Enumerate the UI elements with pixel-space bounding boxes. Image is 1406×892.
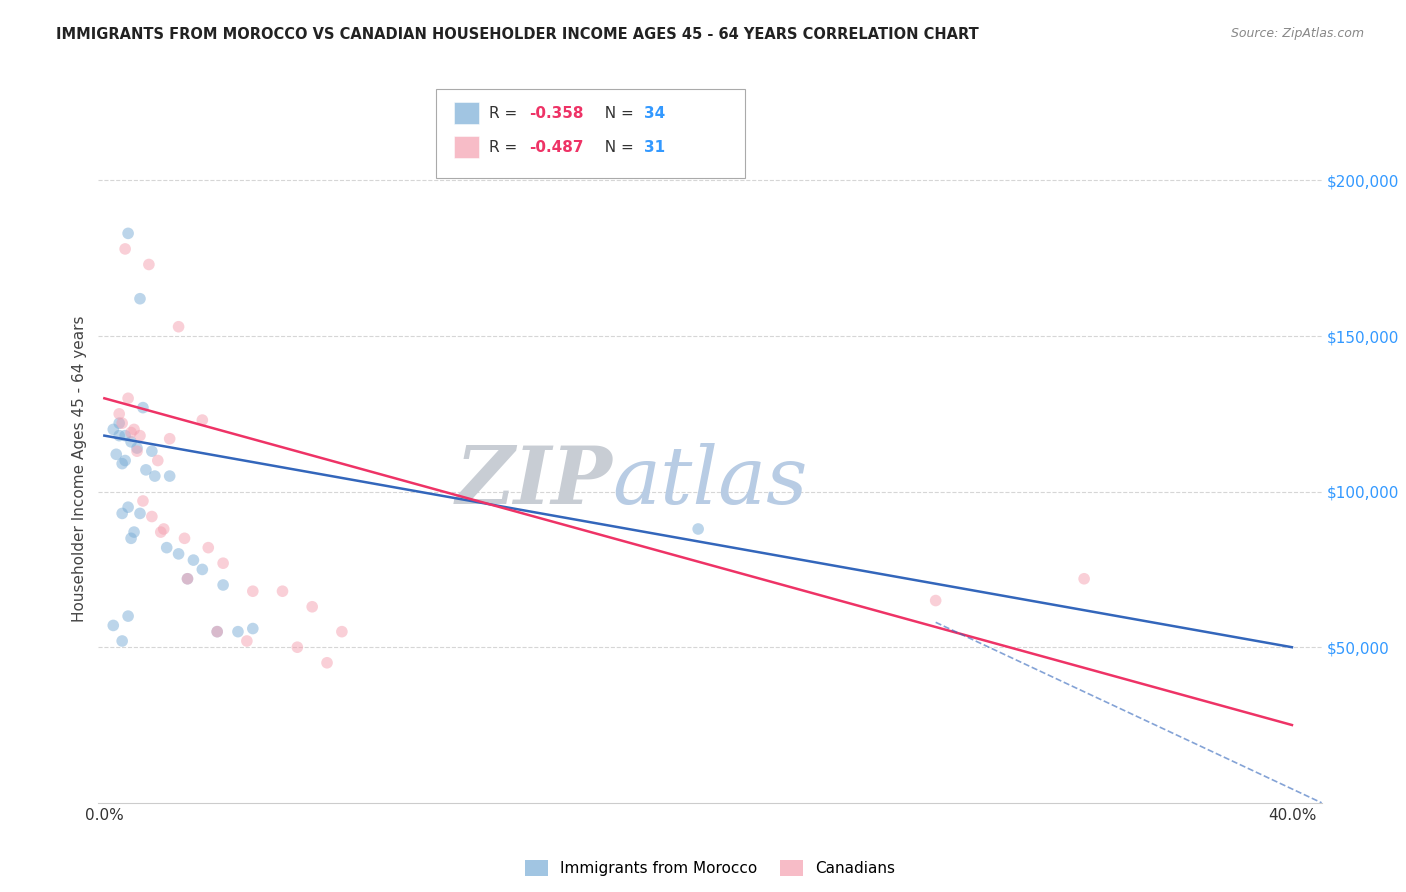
Point — [301, 599, 323, 614]
Legend: Immigrants from Morocco, Canadians: Immigrants from Morocco, Canadians — [519, 854, 901, 882]
Point — [117, 609, 139, 624]
Text: -0.487: -0.487 — [529, 140, 583, 154]
Point — [173, 531, 195, 545]
Point — [226, 624, 249, 639]
Point — [114, 453, 136, 467]
Point — [167, 319, 190, 334]
Point — [242, 584, 264, 599]
Point — [197, 541, 219, 555]
Point — [143, 469, 166, 483]
Point — [120, 434, 142, 449]
Point — [111, 416, 134, 430]
Point — [152, 522, 174, 536]
Text: Source: ZipAtlas.com: Source: ZipAtlas.com — [1230, 27, 1364, 40]
Point — [156, 541, 179, 555]
Point — [316, 656, 339, 670]
Point — [149, 525, 172, 540]
Point — [125, 441, 148, 455]
Point — [117, 500, 139, 515]
Point — [125, 444, 148, 458]
Point — [191, 413, 214, 427]
Point — [330, 624, 353, 639]
Point — [271, 584, 294, 599]
Point — [129, 292, 152, 306]
Point — [108, 428, 131, 442]
Point — [103, 422, 125, 436]
Text: R =: R = — [489, 106, 523, 120]
Point — [114, 428, 136, 442]
Point — [117, 392, 139, 406]
Point — [135, 463, 157, 477]
Point — [120, 531, 142, 545]
Point — [122, 422, 145, 436]
Point — [129, 507, 152, 521]
Point — [212, 556, 235, 570]
Point — [159, 469, 181, 483]
Point — [117, 227, 139, 241]
Point — [132, 401, 155, 415]
Point — [183, 553, 205, 567]
Point — [285, 640, 308, 655]
Point — [167, 547, 190, 561]
Y-axis label: Householder Income Ages 45 - 64 years: Householder Income Ages 45 - 64 years — [72, 315, 87, 622]
Point — [138, 258, 160, 272]
Point — [108, 416, 131, 430]
Point — [688, 522, 710, 536]
Text: -0.358: -0.358 — [529, 106, 583, 120]
Point — [141, 444, 163, 458]
Point — [120, 425, 142, 440]
Point — [122, 525, 145, 540]
Text: N =: N = — [595, 140, 638, 154]
Text: 31: 31 — [644, 140, 665, 154]
Point — [111, 634, 134, 648]
Point — [176, 572, 198, 586]
Point — [132, 494, 155, 508]
Point — [111, 507, 134, 521]
Point — [205, 624, 228, 639]
Point — [176, 572, 198, 586]
Text: ZIP: ZIP — [456, 443, 612, 520]
Point — [212, 578, 235, 592]
Point — [1073, 572, 1095, 586]
Point — [103, 618, 125, 632]
Point — [924, 593, 946, 607]
Point — [114, 242, 136, 256]
Text: atlas: atlas — [612, 443, 807, 520]
Point — [242, 622, 264, 636]
Point — [146, 453, 169, 467]
Point — [129, 428, 152, 442]
Point — [191, 562, 214, 576]
Text: IMMIGRANTS FROM MOROCCO VS CANADIAN HOUSEHOLDER INCOME AGES 45 - 64 YEARS CORREL: IMMIGRANTS FROM MOROCCO VS CANADIAN HOUS… — [56, 27, 979, 42]
Point — [141, 509, 163, 524]
Point — [205, 624, 228, 639]
Text: 34: 34 — [644, 106, 665, 120]
Point — [236, 634, 259, 648]
Text: N =: N = — [595, 106, 638, 120]
Point — [159, 432, 181, 446]
Point — [108, 407, 131, 421]
Point — [111, 457, 134, 471]
Text: R =: R = — [489, 140, 523, 154]
Point — [105, 447, 128, 461]
